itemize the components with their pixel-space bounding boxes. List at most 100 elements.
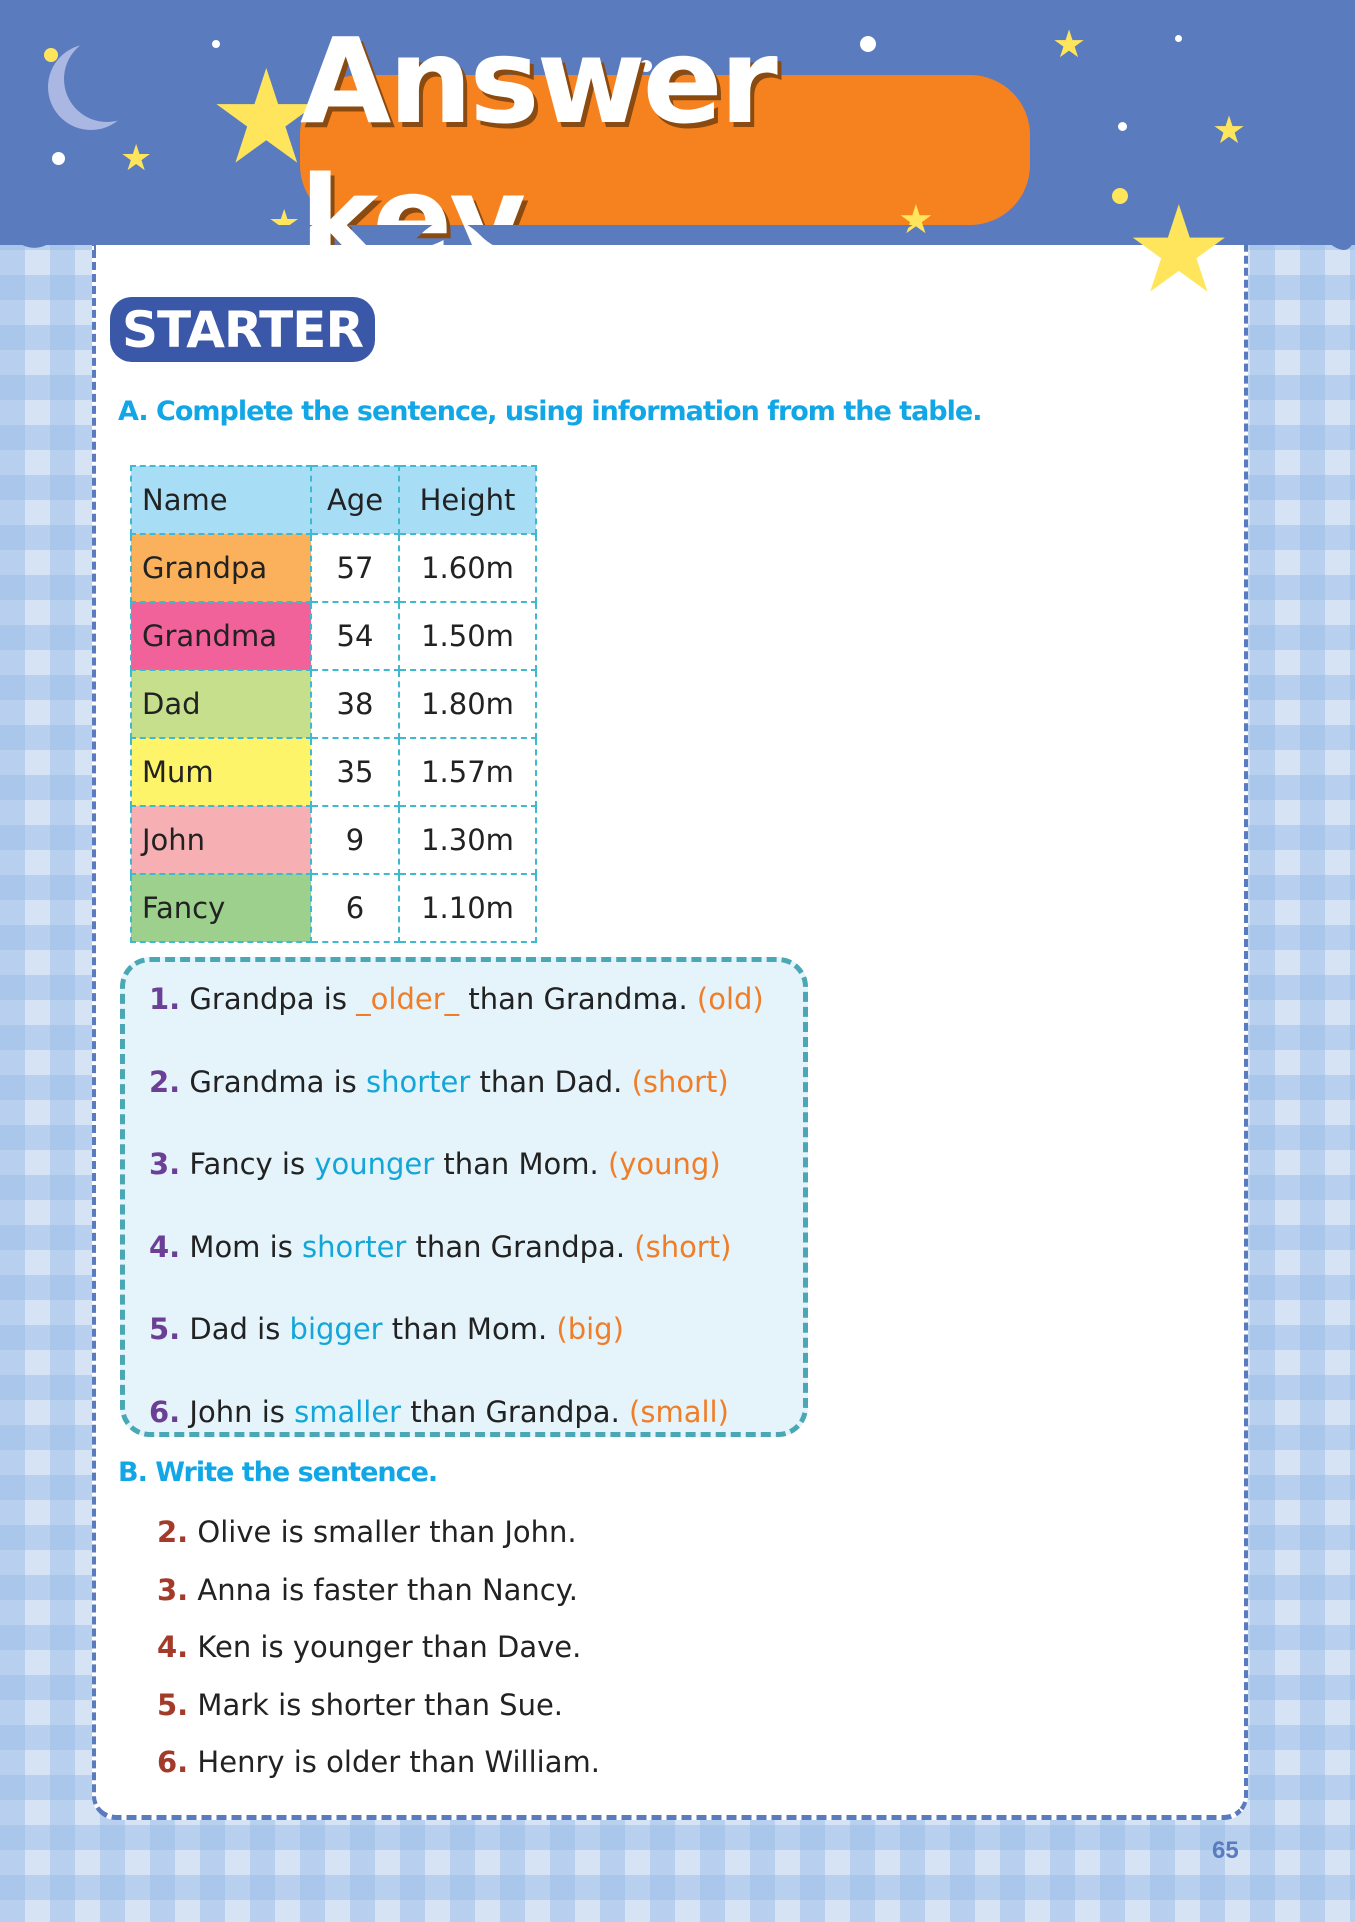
age-cell: 35 — [310, 737, 400, 807]
item-number: 4. — [157, 1630, 189, 1664]
item-number: 2. — [149, 1064, 181, 1099]
sentence-item: 3. Anna is faster than Nancy. — [157, 1573, 600, 1631]
answer-word: smaller — [294, 1394, 402, 1429]
table-row: Dad 38 1.80m — [130, 669, 537, 739]
sentence-end: than Grandpa. — [406, 1229, 635, 1264]
table-header-row: Name Age Height — [130, 465, 537, 535]
answer-word: shorter — [366, 1064, 471, 1099]
section-a-instruction: A. Complete the sentence, using informat… — [118, 396, 982, 427]
answer-word: _older_ — [356, 982, 460, 1016]
smiling-star-icon: ★ — [1125, 183, 1233, 317]
sentence-end: than Mom. — [382, 1312, 557, 1346]
age-cell: 57 — [310, 533, 400, 603]
wave-border — [0, 225, 1355, 250]
table-row: Grandpa 57 1.60m — [130, 533, 537, 603]
page-title: Answer key — [300, 12, 778, 288]
name-cell: Dad — [130, 669, 312, 739]
item-number: 5. — [149, 1312, 181, 1346]
sentence-start: Dad is — [189, 1312, 290, 1346]
sentence-text: Mark is shorter than Sue. — [197, 1687, 564, 1722]
section-badge: STARTER — [110, 297, 375, 362]
item-number: 3. — [149, 1147, 181, 1181]
hint-word: (young) — [607, 1147, 721, 1181]
answer-box: 1. Grandpa is _older_ than Grandma. (old… — [120, 957, 808, 1437]
name-cell: Grandpa — [130, 533, 312, 603]
sentence-start: Mom is — [189, 1229, 303, 1264]
column-header: Name — [130, 465, 312, 535]
hint-word: (big) — [556, 1312, 624, 1346]
section-b-instruction: B. Write the sentence. — [118, 1457, 438, 1488]
table-row: Grandma 54 1.50m — [130, 601, 537, 671]
answer-word: younger — [314, 1147, 435, 1181]
dot-decoration — [52, 152, 65, 165]
info-table: Name Age Height Grandpa 57 1.60m Grandma … — [130, 465, 537, 943]
height-cell: 1.30m — [398, 805, 537, 875]
name-cell: Fancy — [130, 873, 312, 943]
sentence-end: than Mom. — [434, 1147, 608, 1181]
table-row: Mum 35 1.57m — [130, 737, 537, 807]
header-banner: ★ ★ ★ ★ ★ Answer key ★ — [0, 0, 1355, 288]
item-number: 6. — [149, 1394, 181, 1429]
sentence-item: 6. Henry is older than William. — [157, 1745, 600, 1803]
answer-word: shorter — [302, 1229, 407, 1264]
answer-item: 3. Fancy is younger than Mom. (young) — [149, 1147, 803, 1230]
age-cell: 38 — [310, 669, 400, 739]
item-number: 6. — [157, 1745, 189, 1779]
section-b-list: 2. Olive is smaller than John. 3. Anna is… — [157, 1515, 600, 1803]
section-badge-label: STARTER — [122, 300, 364, 359]
sentence-item: 5. Mark is shorter than Sue. — [157, 1688, 600, 1746]
star-icon: ★ — [1052, 24, 1087, 66]
dot-decoration — [860, 36, 876, 52]
sentence-end: than Grandma. — [459, 982, 697, 1016]
age-cell: 6 — [310, 873, 400, 943]
answer-item: 5. Dad is bigger than Mom. (big) — [149, 1312, 803, 1395]
name-cell: Mum — [130, 737, 312, 807]
hint-word: (small) — [629, 1394, 729, 1429]
star-icon: ★ — [898, 198, 934, 242]
sentence-item: 2. Olive is smaller than John. — [157, 1515, 600, 1573]
sentence-item: 4. Ken is younger than Dave. — [157, 1630, 600, 1688]
height-cell: 1.10m — [398, 873, 537, 943]
answer-item: 6. John is smaller than Grandpa. (small) — [149, 1395, 803, 1478]
hint-word: (short) — [634, 1229, 732, 1264]
hint-word: (short) — [631, 1064, 729, 1099]
height-cell: 1.57m — [398, 737, 537, 807]
sentence-text: Henry is older than William. — [197, 1745, 600, 1779]
answer-item: 4. Mom is shorter than Grandpa. (short) — [149, 1230, 803, 1313]
answer-item: 2. Grandma is shorter than Dad. (short) — [149, 1065, 803, 1148]
dot-decoration — [640, 60, 652, 72]
dot-decoration — [44, 48, 58, 62]
item-number: 5. — [157, 1687, 189, 1722]
moon-icon — [64, 36, 150, 122]
dot-decoration — [1118, 122, 1127, 131]
sentence-text: Ken is younger than Dave. — [197, 1630, 582, 1664]
sentence-start: John is — [189, 1394, 295, 1429]
age-cell: 54 — [310, 601, 400, 671]
title-badge: Answer key — [300, 12, 1030, 288]
item-number: 1. — [149, 982, 181, 1016]
height-cell: 1.80m — [398, 669, 537, 739]
dot-decoration — [212, 40, 220, 48]
answer-word: bigger — [289, 1312, 383, 1346]
dot-decoration — [1175, 35, 1182, 42]
sentence-end: than Dad. — [470, 1064, 632, 1099]
column-header: Height — [398, 465, 537, 535]
item-number: 3. — [157, 1572, 189, 1607]
answer-item: 1. Grandpa is _older_ than Grandma. (old… — [149, 982, 803, 1065]
name-cell: John — [130, 805, 312, 875]
page-number: 65 — [1212, 1837, 1239, 1864]
height-cell: 1.60m — [398, 533, 537, 603]
age-cell: 9 — [310, 805, 400, 875]
sentence-start: Grandma is — [189, 1064, 366, 1099]
height-cell: 1.50m — [398, 601, 537, 671]
sentence-end: than Grandpa. — [401, 1394, 630, 1429]
sentence-start: Fancy is — [189, 1147, 315, 1181]
item-number: 2. — [157, 1515, 189, 1549]
column-header: Age — [310, 465, 400, 535]
hint-word: (old) — [696, 982, 764, 1016]
sentence-text: Anna is faster than Nancy. — [197, 1572, 578, 1607]
sentence-text: Olive is smaller than John. — [197, 1515, 577, 1549]
table-row: Fancy 6 1.10m — [130, 873, 537, 943]
item-number: 4. — [149, 1229, 181, 1264]
name-cell: Grandma — [130, 601, 312, 671]
